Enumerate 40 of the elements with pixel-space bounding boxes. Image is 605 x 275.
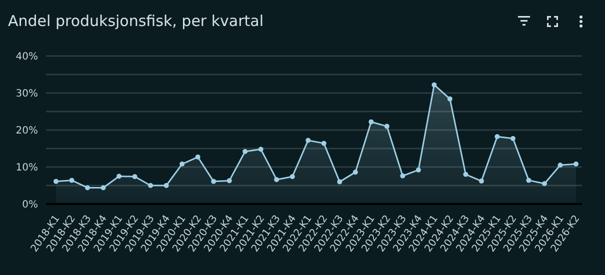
point bbox=[258, 146, 264, 152]
point bbox=[416, 167, 421, 172]
point bbox=[574, 162, 578, 167]
chart-title: Andel produksjonsfisk, per kvartal bbox=[8, 12, 264, 30]
point bbox=[400, 173, 406, 178]
point bbox=[69, 178, 74, 183]
point bbox=[478, 178, 484, 184]
point bbox=[526, 178, 532, 183]
y-tick-label: 40% bbox=[16, 52, 38, 63]
y-tick-label: 0% bbox=[22, 200, 38, 211]
point bbox=[542, 181, 547, 186]
point bbox=[447, 96, 452, 102]
y-tick-label: 10% bbox=[16, 162, 38, 174]
point bbox=[368, 119, 374, 124]
point bbox=[148, 183, 154, 188]
point bbox=[432, 82, 437, 88]
point bbox=[290, 174, 295, 180]
point bbox=[195, 154, 200, 160]
point bbox=[85, 185, 90, 190]
point bbox=[132, 174, 138, 180]
point bbox=[226, 178, 232, 184]
point bbox=[510, 136, 516, 142]
point bbox=[337, 179, 342, 184]
point bbox=[306, 138, 311, 143]
point bbox=[54, 178, 58, 184]
point bbox=[384, 124, 390, 129]
point bbox=[463, 172, 468, 177]
point bbox=[211, 178, 216, 184]
point bbox=[352, 170, 358, 175]
point bbox=[116, 174, 122, 179]
point bbox=[164, 183, 169, 188]
point bbox=[242, 148, 248, 154]
point bbox=[100, 185, 106, 190]
point bbox=[494, 134, 500, 140]
point bbox=[180, 162, 185, 167]
point bbox=[321, 140, 326, 146]
y-tick-label: 20% bbox=[16, 126, 38, 137]
point bbox=[274, 177, 280, 182]
y-tick-label: 30% bbox=[16, 88, 38, 100]
point bbox=[558, 162, 563, 168]
